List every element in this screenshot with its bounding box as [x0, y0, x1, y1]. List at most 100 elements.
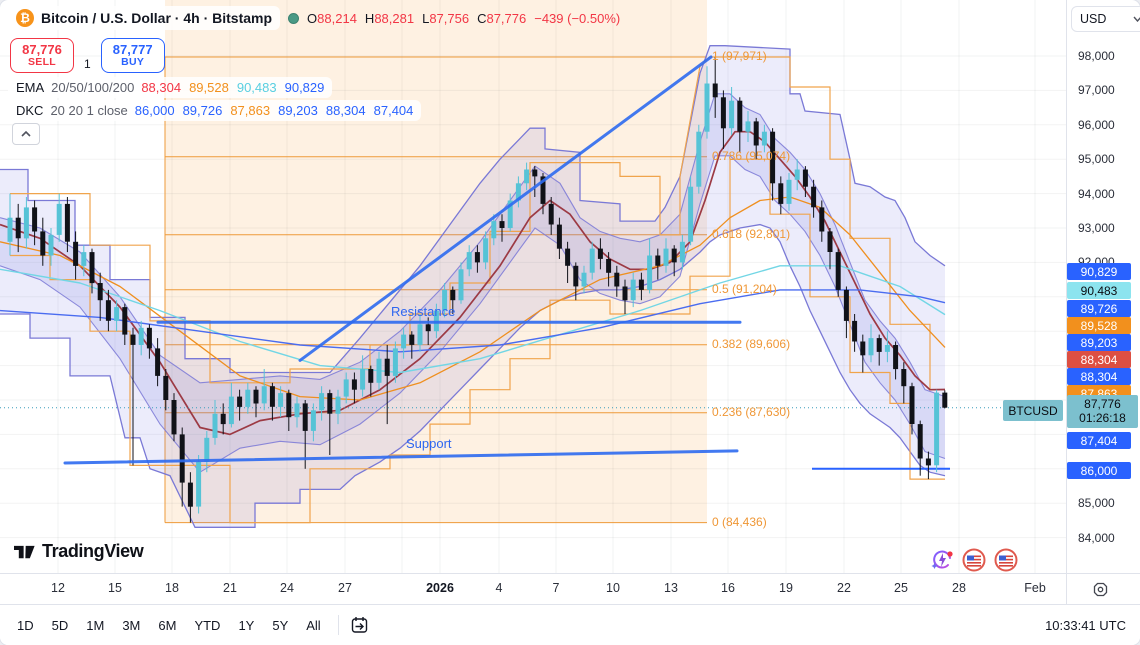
fib-level-label: 0.236 (87,630) [712, 404, 791, 419]
candle-body [622, 286, 628, 301]
tradingview-logo[interactable]: TradingView [14, 541, 144, 562]
candle-body [220, 413, 226, 425]
dkc-legend-row[interactable]: DKC 20 20 1 close 86,000 89,726 87,863 89,2… [8, 100, 422, 121]
candle-body [114, 307, 120, 321]
range-button-1d[interactable]: 1D [17, 617, 34, 633]
candle-body [720, 97, 726, 129]
candle-body [909, 386, 915, 424]
price-axis-label: 85,000 [1078, 496, 1115, 511]
candle-body [179, 434, 185, 483]
utc-clock[interactable]: 10:33:41 UTC [1045, 617, 1126, 633]
indicator-price-chip: 90,829 [1067, 263, 1131, 280]
sell-button[interactable]: 87,776 SELL [10, 38, 74, 73]
donchian-upper-line [10, 56, 945, 391]
range-button-1y[interactable]: 1Y [238, 617, 255, 633]
ema-values: 88,304 89,528 90,483 90,829 [141, 80, 324, 95]
range-button-5y[interactable]: 5Y [272, 617, 289, 633]
candle-body [32, 207, 38, 232]
buy-button[interactable]: 87,777 BUY [100, 38, 165, 73]
current-price-value: 87,776 [1084, 397, 1121, 411]
indicator-price-chip: 86,000 [1067, 462, 1131, 479]
candle-body [269, 386, 275, 407]
candle-body [392, 348, 398, 376]
ema200-line [0, 289, 946, 353]
currency-selector[interactable]: USD [1071, 6, 1140, 32]
candle-body [786, 179, 792, 204]
price-chart-canvas[interactable] [0, 0, 1066, 573]
range-button-3m[interactable]: 3M [122, 617, 141, 633]
candle-body [360, 369, 366, 390]
calendar-arrow-icon [351, 617, 367, 633]
market-status-dot[interactable] [288, 12, 300, 24]
candle-body [630, 279, 636, 301]
low-label: L [422, 10, 430, 26]
go-to-date-button[interactable] [347, 613, 372, 637]
time-axis-label: 27 [338, 581, 352, 595]
candle-body [122, 307, 128, 335]
candle-body [843, 289, 849, 321]
time-axis-label: 2026 [426, 581, 454, 595]
symbol-legend[interactable]: ₿ Bitcoin / U.S. Dollar · 4h · Bitstamp [8, 6, 281, 30]
candle-body [40, 231, 46, 256]
range-button-1m[interactable]: 1M [86, 617, 105, 633]
candle-body [499, 221, 505, 228]
time-axis-label: 4 [495, 581, 503, 595]
us-flag-event-icon[interactable] [962, 548, 986, 572]
ema-legend-row[interactable]: EMA 20/50/100/200 88,304 89,528 90,483 90,8… [8, 77, 333, 98]
candle-body [770, 131, 776, 184]
ema-value: 89,528 [189, 80, 229, 95]
trade-buttons: 87,776 SELL 1 87,777 BUY [10, 38, 165, 73]
candle-body [368, 369, 374, 383]
time-axis-label: 24 [280, 581, 294, 595]
sell-label: SELL [27, 55, 57, 68]
dkc-value: 88,304 [325, 103, 366, 118]
ai-events-icon[interactable] [930, 548, 954, 572]
candle-body [565, 248, 571, 266]
support-label[interactable]: Support [406, 436, 452, 451]
close-value: 87,776 [486, 10, 527, 26]
collapse-legend-button[interactable] [12, 123, 40, 145]
indicator-price-chip: 88,304 [1067, 368, 1131, 385]
candle-body [696, 131, 702, 187]
buy-label: BUY [121, 55, 145, 68]
candle-body [401, 334, 407, 349]
dkc-values: 86,000 89,726 87,863 89,203 88,304 87,404 [135, 103, 414, 118]
tradingview-logo-mark [14, 545, 35, 558]
candle-body [56, 203, 62, 235]
chart-legend-header: ₿ Bitcoin / U.S. Dollar · 4h · Bitstamp … [8, 6, 620, 30]
price-axis-label: 94,000 [1078, 186, 1115, 201]
candle-body [384, 358, 390, 376]
candle-body [827, 231, 833, 252]
candle-body [245, 389, 251, 407]
range-button-5d[interactable]: 5D [51, 617, 69, 633]
currency-value: USD [1080, 12, 1107, 26]
chevron-up-icon [21, 131, 31, 137]
axis-settings-icon[interactable] [1092, 581, 1109, 603]
candle-body [532, 169, 538, 177]
diagonal-trendline[interactable] [298, 55, 713, 362]
symbol-title[interactable]: Bitcoin / U.S. Dollar · 4h · Bitstamp [41, 10, 273, 26]
high-label: H [364, 10, 375, 26]
event-markers [930, 548, 1018, 572]
time-axis[interactable]: 12 15 18 21 24 27 2026 4 7 10 13 16 19 22 25 28 Feb [0, 574, 1066, 604]
candle-body [573, 265, 579, 287]
candle-body [679, 241, 685, 263]
range-button-all[interactable]: All [306, 617, 321, 633]
range-button-6m[interactable]: 6M [158, 617, 177, 633]
candle-body [212, 413, 218, 438]
ema-value: 90,483 [236, 80, 277, 95]
time-axis-label: 13 [664, 581, 678, 595]
candle-body [89, 252, 95, 284]
range-button-ytd[interactable]: YTD [194, 617, 221, 633]
indicator-price-chip: 89,726 [1067, 300, 1131, 317]
us-flag-event-icon[interactable] [994, 548, 1018, 572]
price-axis-label: 84,000 [1078, 530, 1115, 545]
quantity-value[interactable]: 1 [84, 57, 91, 71]
support-line[interactable] [63, 449, 739, 465]
candle-body [515, 183, 521, 201]
price-axis[interactable]: 98,00097,00096,00095,00094,00093,00092,0… [1067, 0, 1140, 573]
bottom-toolbar: 1D 5D 1M 3M 6M YTD 1Y 5Y All 10:33:41 UTC [0, 605, 1140, 645]
resistance-label[interactable]: Resistance [391, 304, 456, 319]
candle-body [64, 203, 70, 242]
candle-body [688, 186, 694, 242]
